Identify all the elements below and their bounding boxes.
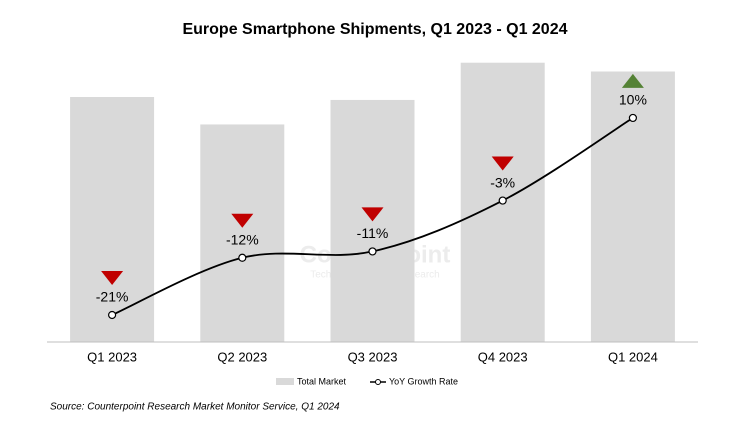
legend-label: YoY Growth Rate	[389, 376, 458, 386]
bar	[200, 124, 285, 342]
x-tick-label: Q3 2023	[348, 349, 398, 364]
x-tick-label: Q2 2023	[217, 349, 267, 364]
growth-point	[628, 113, 638, 123]
data-label: -11%	[357, 225, 389, 241]
growth-point	[498, 196, 507, 205]
x-tick-label: Q1 2024	[608, 349, 658, 364]
trend-marker	[491, 156, 514, 171]
growth-point	[368, 247, 377, 256]
legend-swatch	[276, 378, 294, 385]
x-tick-label: Q1 2023	[87, 349, 137, 364]
bar	[70, 97, 155, 342]
trend-marker	[361, 207, 384, 222]
data-label: -12%	[226, 231, 259, 247]
x-tick-label: Q4 2023	[478, 349, 528, 364]
trend-marker	[231, 213, 254, 228]
growth-point	[107, 310, 117, 320]
chart-title: Europe Smartphone Shipments, Q1 2023 - Q…	[182, 21, 567, 38]
legend-label: Total Market	[297, 376, 347, 386]
bar	[590, 71, 675, 343]
trend-marker	[101, 270, 124, 285]
source: Source: Counterpoint Research Market Mon…	[50, 402, 340, 413]
data-label: 10%	[619, 92, 647, 108]
data-label: -3%	[490, 174, 515, 190]
legend-swatch	[375, 379, 381, 385]
data-label: -21%	[96, 289, 129, 305]
growth-point	[238, 253, 247, 262]
trend-marker	[621, 73, 644, 88]
